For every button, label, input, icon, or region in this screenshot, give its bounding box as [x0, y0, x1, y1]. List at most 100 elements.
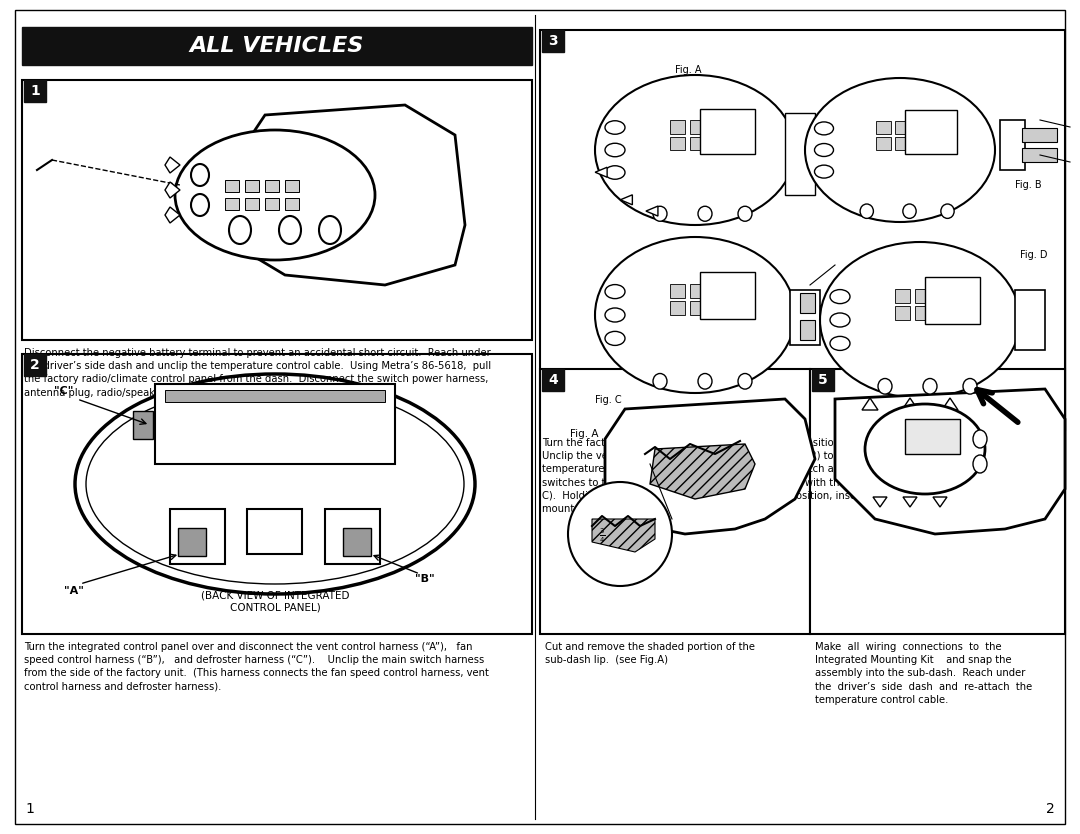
Bar: [24, 354, 46, 376]
Bar: [22, 27, 532, 65]
Text: 5: 5: [819, 373, 828, 387]
Bar: [700, 108, 755, 153]
Ellipse shape: [605, 331, 625, 345]
Bar: [690, 301, 705, 315]
Bar: [1022, 148, 1057, 162]
Ellipse shape: [191, 164, 210, 186]
Ellipse shape: [814, 143, 834, 157]
Bar: [265, 198, 279, 210]
Text: 2: 2: [1047, 802, 1055, 816]
Bar: [710, 301, 725, 315]
Ellipse shape: [191, 194, 210, 216]
Ellipse shape: [86, 384, 464, 584]
Ellipse shape: [831, 289, 850, 304]
Ellipse shape: [279, 216, 301, 244]
Bar: [22, 80, 532, 340]
Text: 3: 3: [549, 34, 557, 48]
Bar: [247, 509, 302, 554]
Polygon shape: [165, 182, 180, 198]
Polygon shape: [650, 444, 755, 499]
Ellipse shape: [605, 166, 625, 179]
Bar: [905, 419, 960, 454]
Ellipse shape: [963, 379, 977, 394]
Ellipse shape: [814, 165, 834, 178]
Ellipse shape: [605, 143, 625, 157]
Polygon shape: [595, 168, 607, 178]
Bar: [178, 528, 206, 556]
Ellipse shape: [229, 216, 251, 244]
Bar: [810, 369, 1065, 634]
Bar: [785, 113, 815, 195]
Polygon shape: [605, 399, 815, 534]
Polygon shape: [646, 206, 658, 216]
Bar: [915, 289, 930, 303]
Bar: [542, 30, 564, 52]
Bar: [170, 509, 225, 564]
Ellipse shape: [973, 430, 987, 448]
Bar: [670, 301, 685, 315]
Ellipse shape: [923, 379, 937, 394]
Ellipse shape: [973, 455, 987, 473]
Bar: [265, 180, 279, 192]
Bar: [710, 284, 725, 298]
Text: Disconnect the negative battery terminal to prevent an accidental short circuit.: Disconnect the negative battery terminal…: [24, 348, 491, 398]
Text: 2: 2: [30, 358, 40, 372]
Bar: [133, 411, 153, 439]
Ellipse shape: [903, 204, 916, 219]
Bar: [895, 289, 910, 303]
Bar: [325, 509, 380, 564]
Ellipse shape: [653, 374, 667, 389]
Bar: [540, 30, 1065, 430]
Ellipse shape: [653, 206, 667, 221]
Text: "A": "A": [64, 586, 84, 596]
Text: $\frac{3}{4}$: $\frac{3}{4}$: [598, 527, 605, 545]
Bar: [915, 121, 929, 134]
Ellipse shape: [865, 404, 985, 494]
Bar: [915, 306, 930, 320]
Bar: [670, 120, 685, 133]
Text: Fig. B: Fig. B: [1015, 180, 1041, 190]
Ellipse shape: [941, 204, 954, 219]
Bar: [285, 198, 299, 210]
Bar: [690, 284, 705, 298]
Ellipse shape: [75, 374, 475, 594]
Bar: [1015, 290, 1045, 350]
Bar: [540, 369, 810, 634]
Text: "B": "B": [415, 574, 434, 584]
Polygon shape: [835, 389, 1065, 534]
Bar: [895, 137, 909, 150]
Text: 4: 4: [549, 373, 558, 387]
Ellipse shape: [605, 121, 625, 134]
Polygon shape: [862, 398, 878, 410]
Bar: [700, 272, 755, 319]
Polygon shape: [165, 207, 180, 223]
Bar: [22, 354, 532, 634]
Text: Cut and remove the shaded portion of the
sub-dash lip.  (see Fig.A): Cut and remove the shaded portion of the…: [545, 642, 755, 666]
Text: ALL VEHICLES: ALL VEHICLES: [190, 36, 364, 56]
Ellipse shape: [805, 78, 995, 222]
Bar: [1022, 128, 1057, 142]
Text: 1: 1: [30, 84, 40, 98]
Bar: [710, 137, 725, 150]
Bar: [895, 121, 909, 134]
Bar: [800, 293, 815, 313]
Polygon shape: [873, 497, 887, 507]
Text: Turn the factory climate control dials into a vertical position and pull the dia: Turn the factory climate control dials i…: [542, 438, 1017, 514]
Bar: [285, 180, 299, 192]
Bar: [542, 369, 564, 391]
Ellipse shape: [860, 204, 874, 219]
Ellipse shape: [814, 122, 834, 135]
Ellipse shape: [605, 308, 625, 322]
Bar: [670, 284, 685, 298]
Bar: [343, 528, 372, 556]
Polygon shape: [942, 398, 958, 410]
Bar: [24, 80, 46, 102]
Text: Make  all  wiring  connections  to  the
Integrated Mounting Kit    and snap the
: Make all wiring connections to the Integ…: [815, 642, 1032, 705]
Ellipse shape: [738, 206, 752, 221]
Ellipse shape: [175, 130, 375, 260]
Text: Fig. A: Fig. A: [675, 65, 702, 75]
Bar: [245, 180, 259, 192]
Text: Fig. A: Fig. A: [570, 429, 598, 439]
Bar: [670, 137, 685, 150]
Ellipse shape: [831, 336, 850, 350]
